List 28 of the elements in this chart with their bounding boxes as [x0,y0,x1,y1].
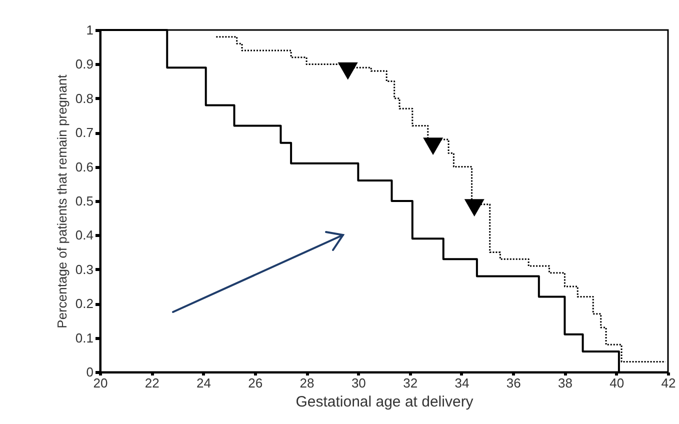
point [338,62,358,80]
x-tick-label: 40 [610,376,624,390]
point [464,199,484,216]
x-tick-label: 20 [93,376,108,390]
y-tick-label: 0.2 [75,296,94,312]
y-tick-label: 0.1 [75,330,94,346]
y-tick-label: 1 [86,22,94,38]
y-tick-label: 0.9 [75,56,94,72]
x-axis-title: Gestational age at delivery [296,394,474,410]
x-tick-label: 26 [248,376,263,390]
y-tick-label: 0.5 [75,194,94,208]
y-tick-label: 0.8 [75,90,94,106]
y-tick-label: 0.3 [75,262,94,277]
x-tick-label: 28 [300,376,314,390]
y-tick-label: 0.6 [75,159,94,174]
x-tick-label: 32 [403,376,418,390]
point [423,138,444,155]
y-tick-label: 0 [86,364,94,380]
x-tick-label: 24 [196,376,212,390]
x-tick-label: 34 [454,376,470,390]
x-tick-label: 36 [506,376,521,390]
x-tick-label: 42 [661,376,676,390]
x-tick-label: 38 [558,376,572,390]
x-tick-label: 22 [144,376,160,390]
y-axis-title: Percentage of patients that remain pregnant [54,74,70,328]
y-tick-label: 0.4 [75,228,94,243]
x-tick-label: 30 [351,376,366,390]
y-tick-label: 0.7 [75,125,94,140]
